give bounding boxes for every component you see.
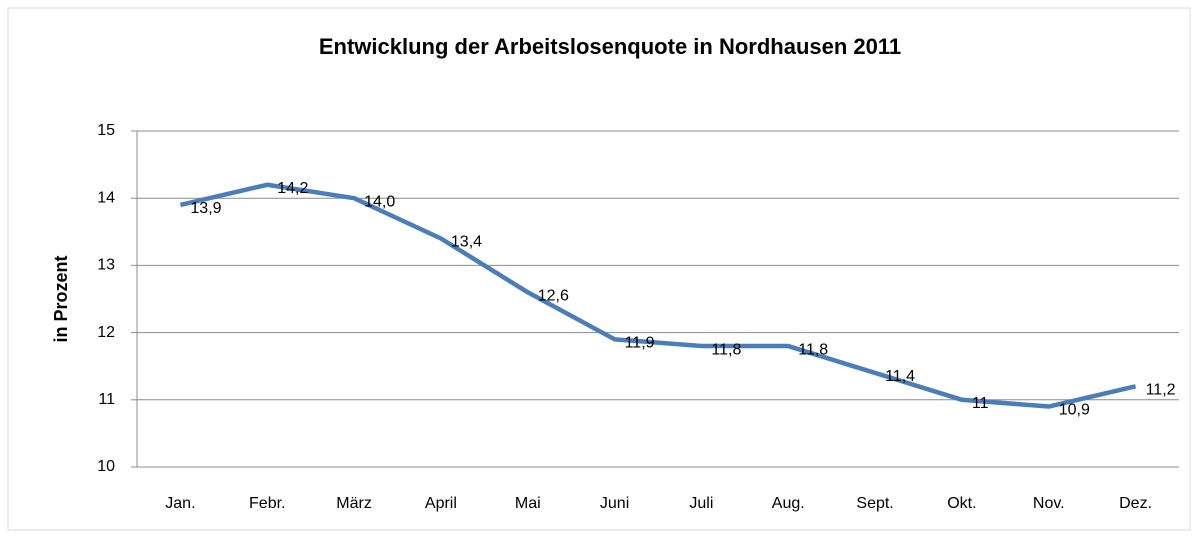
x-tick-label: Okt. (947, 495, 976, 512)
x-tick-label: Juli (689, 495, 713, 512)
data-label: 11,9 (625, 335, 655, 352)
data-label: 12,6 (538, 287, 569, 304)
data-label: 11,8 (711, 341, 741, 358)
y-axis-label: in Prozent (51, 255, 71, 342)
x-tick-label: Dez. (1119, 495, 1152, 512)
y-tick-label: 15 (97, 122, 115, 139)
data-label: 13,4 (451, 234, 482, 251)
data-label: 13,9 (190, 200, 221, 217)
chart-title: Entwicklung der Arbeitslosenquote in Nor… (319, 34, 901, 59)
y-tick-label: 10 (97, 458, 115, 475)
data-label: 11,2 (1146, 382, 1176, 399)
y-tick-label: 11 (98, 391, 115, 408)
chart-frame (7, 7, 1191, 531)
x-tick-label: Aug. (772, 495, 805, 512)
data-label: 11,4 (885, 368, 915, 385)
x-tick-label: Febr. (249, 495, 285, 512)
x-tick-label: Mai (515, 495, 541, 512)
x-tick-label: April (425, 495, 457, 512)
data-label: 11 (972, 395, 989, 412)
data-line (179, 182, 1137, 409)
data-label: 11,8 (798, 341, 828, 358)
x-tick-label: Jan. (165, 495, 195, 512)
y-tick-label: 12 (97, 324, 115, 341)
x-tick-label: März (336, 495, 372, 512)
data-label: 14,0 (364, 193, 395, 210)
y-tick-label: 13 (97, 257, 115, 274)
data-label: 10,9 (1059, 402, 1090, 419)
x-tick-label: Nov. (1033, 495, 1065, 512)
data-label: 14,2 (277, 180, 308, 197)
x-tick-label: Juni (600, 495, 629, 512)
y-tick-label: 14 (97, 189, 115, 206)
x-tick-label: Sept. (856, 495, 893, 512)
